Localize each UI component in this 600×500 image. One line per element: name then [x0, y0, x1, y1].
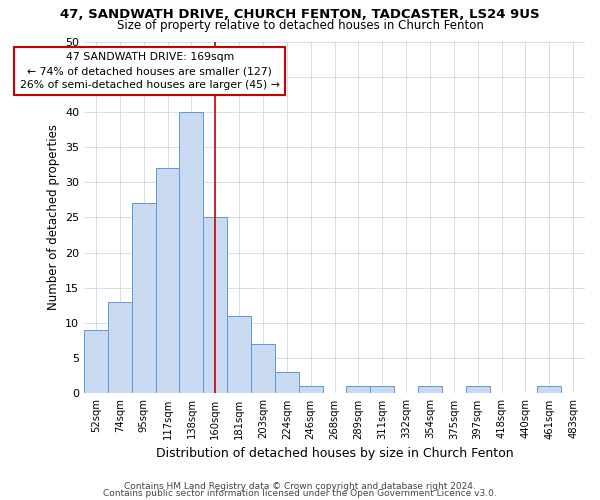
Text: Contains HM Land Registry data © Crown copyright and database right 2024.: Contains HM Land Registry data © Crown c… [124, 482, 476, 491]
Bar [537, 386, 561, 394]
Bar [203, 218, 227, 394]
Bar [108, 302, 132, 394]
Bar [346, 386, 370, 394]
Y-axis label: Number of detached properties: Number of detached properties [47, 124, 59, 310]
Bar [132, 204, 155, 394]
Bar [275, 372, 299, 394]
Bar [155, 168, 179, 394]
Bar [84, 330, 108, 394]
Bar [299, 386, 323, 394]
Bar [179, 112, 203, 394]
Bar [227, 316, 251, 394]
Bar [251, 344, 275, 394]
Text: 47, SANDWATH DRIVE, CHURCH FENTON, TADCASTER, LS24 9US: 47, SANDWATH DRIVE, CHURCH FENTON, TADCA… [60, 8, 540, 20]
Text: 47 SANDWATH DRIVE: 169sqm
← 74% of detached houses are smaller (127)
26% of semi: 47 SANDWATH DRIVE: 169sqm ← 74% of detac… [20, 52, 280, 90]
Text: Size of property relative to detached houses in Church Fenton: Size of property relative to detached ho… [116, 18, 484, 32]
Bar [418, 386, 442, 394]
Bar [466, 386, 490, 394]
Bar [370, 386, 394, 394]
Text: Contains public sector information licensed under the Open Government Licence v3: Contains public sector information licen… [103, 489, 497, 498]
X-axis label: Distribution of detached houses by size in Church Fenton: Distribution of detached houses by size … [156, 447, 514, 460]
